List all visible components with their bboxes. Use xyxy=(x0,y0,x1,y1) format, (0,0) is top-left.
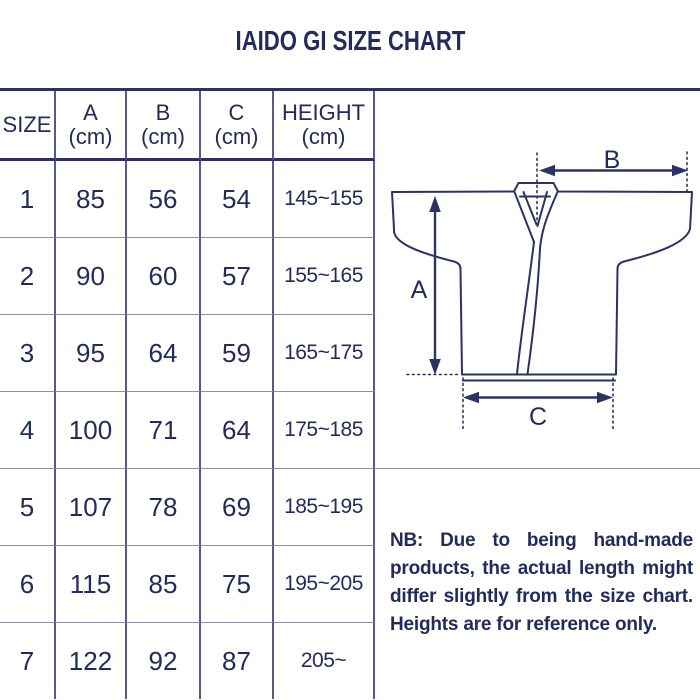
table-cell: 3 xyxy=(0,315,56,392)
table-cell: 205~ xyxy=(274,623,375,699)
table-cell: 64 xyxy=(127,315,201,392)
table-cell: 60 xyxy=(127,238,201,315)
gi-jacket-diagram: A B C xyxy=(391,146,693,431)
table-cell: 75 xyxy=(201,546,274,623)
nb-note: NB: Due to being hand-made products, the… xyxy=(390,527,693,639)
table-cell: 90 xyxy=(56,238,127,315)
table-cell: 195~205 xyxy=(274,546,375,623)
page-title-text: IAIDO GI SIZE CHART xyxy=(235,25,465,56)
col-header-c: C (cm) xyxy=(201,91,274,161)
table-cell: 100 xyxy=(56,392,127,469)
table-cell: 85 xyxy=(56,161,127,238)
arrowheads xyxy=(429,164,688,404)
table-cell: 2 xyxy=(0,238,56,315)
table-cell: 54 xyxy=(201,161,274,238)
note-line: NB: Due to being hand-made xyxy=(390,530,693,551)
table-cell: 87 xyxy=(201,623,274,699)
top-rule xyxy=(0,88,700,91)
table-cell: 64 xyxy=(201,392,274,469)
dimension-label-a: A xyxy=(411,276,428,304)
jacket-collar-lines xyxy=(513,191,559,375)
jacket-outline xyxy=(391,182,693,376)
table-cell: 85 xyxy=(127,546,201,623)
dimension-label-c: C xyxy=(529,403,547,431)
table-cell: 95 xyxy=(56,315,127,392)
col-header-a: A (cm) xyxy=(56,91,127,161)
table-cell: 155~165 xyxy=(274,238,375,315)
page-title: IAIDO GI SIZE CHART xyxy=(0,22,700,60)
table-cell: 71 xyxy=(127,392,201,469)
table-cell: 107 xyxy=(56,469,127,546)
table-cell: 122 xyxy=(56,623,127,699)
table-cell: 7 xyxy=(0,623,56,699)
table-cell: 1 xyxy=(0,161,56,238)
table-cell: 185~195 xyxy=(274,469,375,546)
table-cell: 115 xyxy=(56,546,127,623)
col-header-b: B (cm) xyxy=(127,91,201,161)
size-table: SIZE A (cm) B (cm) C (cm) HEIGHT (cm) 1 … xyxy=(0,91,375,699)
table-cell: 92 xyxy=(127,623,201,699)
table-cell: 165~175 xyxy=(274,315,375,392)
col-header-size: SIZE xyxy=(0,91,56,161)
table-cell: 5 xyxy=(0,469,56,546)
table-cell: 69 xyxy=(201,469,274,546)
dotted-guide-lines xyxy=(406,151,688,430)
note-line: products, the actual length might xyxy=(390,558,693,579)
col-header-height: HEIGHT (cm) xyxy=(274,91,375,161)
table-cell: 145~155 xyxy=(274,161,375,238)
note-line: differ slightly from the size chart. xyxy=(390,586,693,607)
table-cell: 59 xyxy=(201,315,274,392)
dimension-label-b: B xyxy=(604,146,621,174)
table-cell: 175~185 xyxy=(274,392,375,469)
table-cell: 57 xyxy=(201,238,274,315)
note-line: Heights are for reference only. xyxy=(390,614,657,635)
right-panel-divider xyxy=(375,468,700,469)
table-cell: 78 xyxy=(127,469,201,546)
table-cell: 4 xyxy=(0,392,56,469)
table-cell: 6 xyxy=(0,546,56,623)
table-cell: 56 xyxy=(127,161,201,238)
